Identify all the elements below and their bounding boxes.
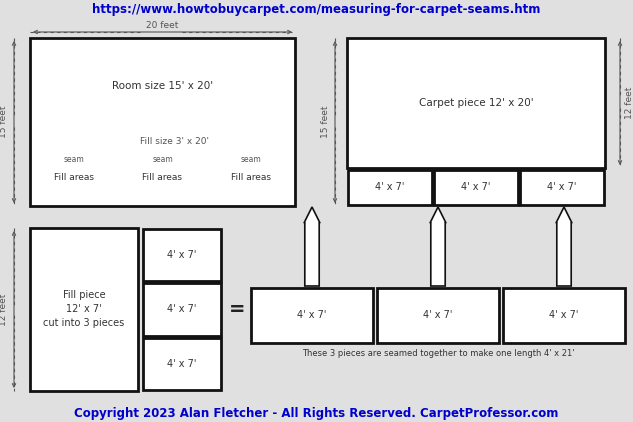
Text: 12 feet: 12 feet — [625, 87, 633, 119]
Text: 4' x 7': 4' x 7' — [375, 182, 404, 192]
Text: 12 feet: 12 feet — [0, 293, 8, 326]
Bar — [30, 228, 138, 391]
Text: 4' x 7': 4' x 7' — [423, 311, 453, 320]
Polygon shape — [430, 207, 446, 286]
Text: cut into 3 pieces: cut into 3 pieces — [44, 319, 125, 328]
Text: 4' x 7': 4' x 7' — [167, 250, 197, 260]
Text: =: = — [229, 300, 245, 319]
Text: 15 feet: 15 feet — [320, 106, 330, 138]
Text: These 3 pieces are seamed together to make one length 4' x 21': These 3 pieces are seamed together to ma… — [302, 349, 574, 359]
Polygon shape — [304, 207, 320, 286]
Text: 15 feet: 15 feet — [0, 106, 8, 138]
Text: 4' x 7': 4' x 7' — [549, 311, 579, 320]
Bar — [251, 288, 373, 343]
Text: seam: seam — [152, 154, 173, 163]
Text: Fill size 3' x 20': Fill size 3' x 20' — [140, 136, 209, 146]
Polygon shape — [556, 207, 572, 286]
Bar — [503, 288, 625, 343]
Text: 4' x 7': 4' x 7' — [167, 359, 197, 369]
Text: Fill areas: Fill areas — [142, 173, 182, 182]
Bar — [30, 38, 295, 206]
Text: 4' x 7': 4' x 7' — [461, 182, 491, 192]
Bar — [143, 283, 221, 335]
Text: 4' x 7': 4' x 7' — [548, 182, 577, 192]
Text: Fill areas: Fill areas — [231, 173, 271, 182]
Bar — [143, 229, 221, 281]
Text: 20 feet: 20 feet — [146, 22, 179, 30]
Bar — [377, 288, 499, 343]
Text: 4' x 7': 4' x 7' — [298, 311, 327, 320]
Text: 12' x 7': 12' x 7' — [66, 305, 102, 314]
Bar — [434, 170, 518, 205]
Text: seam: seam — [64, 154, 85, 163]
Text: Fill areas: Fill areas — [54, 173, 94, 182]
Bar — [143, 338, 221, 390]
Text: Fill piece: Fill piece — [63, 290, 105, 300]
Text: Room size 15' x 20': Room size 15' x 20' — [112, 81, 213, 91]
Bar — [520, 170, 604, 205]
Bar — [348, 170, 432, 205]
Text: seam: seam — [241, 154, 261, 163]
Text: https://www.howtobuycarpet.com/measuring-for-carpet-seams.htm: https://www.howtobuycarpet.com/measuring… — [92, 3, 540, 16]
Text: Carpet piece 12' x 20': Carpet piece 12' x 20' — [418, 98, 534, 108]
Text: Copyright 2023 Alan Fletcher - All Rights Reserved. CarpetProfessor.com: Copyright 2023 Alan Fletcher - All Right… — [74, 406, 558, 419]
Text: 4' x 7': 4' x 7' — [167, 305, 197, 314]
Bar — [347, 38, 605, 168]
